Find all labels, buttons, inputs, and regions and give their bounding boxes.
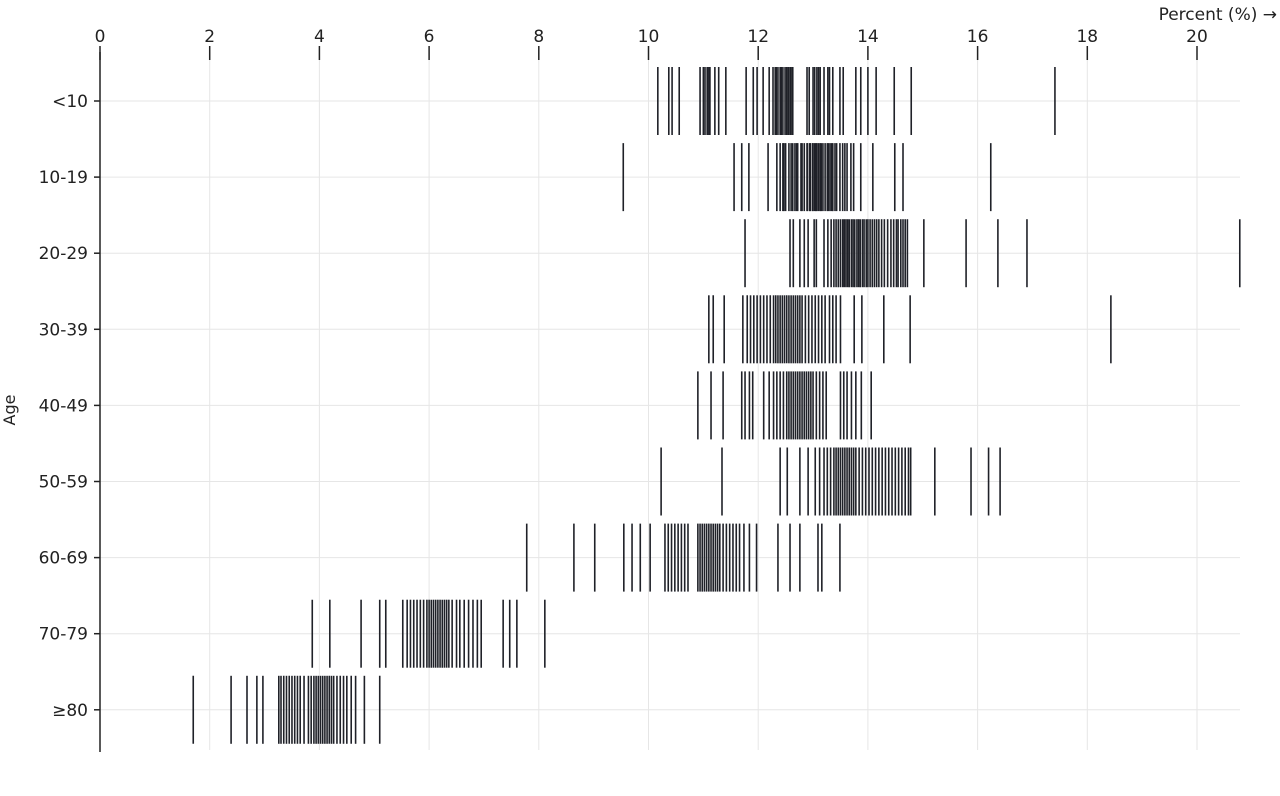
y-tick-label: 40-49 xyxy=(39,396,88,416)
x-tick-label: 12 xyxy=(747,27,769,47)
x-tick-label: 6 xyxy=(424,27,435,47)
x-tick-label: 16 xyxy=(967,27,989,47)
grid xyxy=(100,52,1240,750)
y-tick-label: <10 xyxy=(52,92,88,112)
x-tick-label: 20 xyxy=(1186,27,1208,47)
x-tick-label: 18 xyxy=(1076,27,1098,47)
x-tick-label: 10 xyxy=(638,27,660,47)
tick-marks xyxy=(192,67,1241,744)
y-tick-label: ≥80 xyxy=(52,701,88,721)
y-tick-label: 10-19 xyxy=(39,168,88,188)
y-tick-label: 50-59 xyxy=(39,473,88,493)
x-tick-label: 2 xyxy=(204,27,215,47)
y-tick-label: 60-69 xyxy=(39,549,88,569)
x-tick-label: 0 xyxy=(95,27,106,47)
y-axis: <10 10-19 20-29 30-39 40-49 50-59 60-69 70-79 ≥8… xyxy=(39,52,101,752)
x-tick-label: 14 xyxy=(857,27,879,47)
x-axis-label: Percent (%) → xyxy=(1159,5,1277,25)
x-axis: 0 2 4 6 8 10 12 14 16 18 20 xyxy=(95,27,1208,60)
y-axis-label: Age xyxy=(0,395,19,426)
x-tick-label: 4 xyxy=(314,27,325,47)
y-tick-label: 30-39 xyxy=(39,320,88,340)
y-tick-label: 20-29 xyxy=(39,244,88,264)
x-tick-label: 8 xyxy=(533,27,544,47)
y-tick-label: 70-79 xyxy=(39,625,88,645)
